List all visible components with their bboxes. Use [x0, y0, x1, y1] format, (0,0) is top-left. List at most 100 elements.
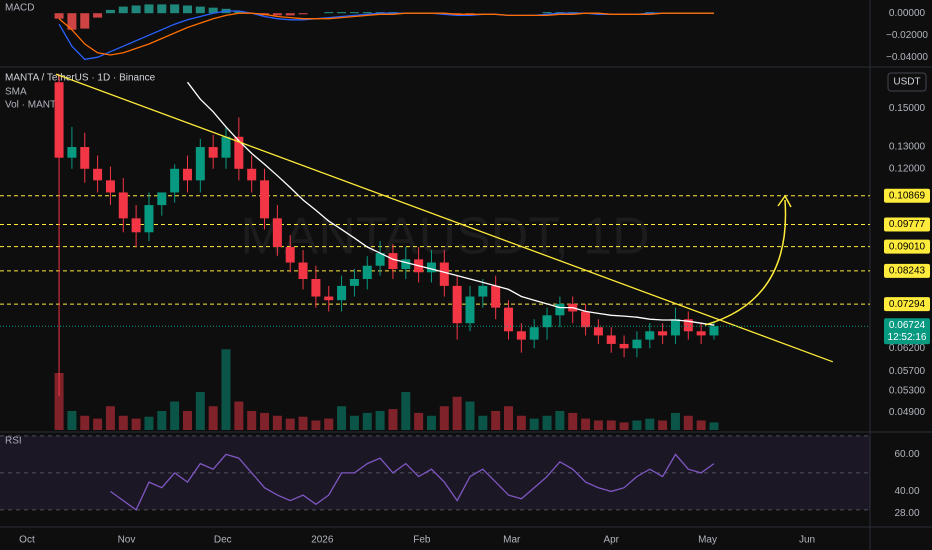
candle-body: [439, 262, 449, 286]
volume-bar: [401, 392, 411, 430]
candle-body: [105, 180, 115, 193]
macd-tick-label: −0.04000: [886, 52, 928, 63]
level-label: 0.10869: [889, 190, 926, 201]
volume-bar: [593, 420, 603, 430]
volume-bar: [208, 406, 218, 430]
volume-bar: [452, 396, 462, 430]
x-tick-label: Feb: [413, 535, 431, 546]
level-label-box: [884, 297, 930, 312]
macd-histogram-bar: [272, 13, 282, 16]
volume-bar: [658, 420, 668, 430]
volume-bar: [247, 411, 257, 430]
level-label-box: [884, 188, 930, 203]
candle-body: [516, 331, 526, 340]
candle-body: [504, 307, 514, 332]
candle-body: [709, 326, 719, 336]
candle-body: [170, 168, 180, 193]
volume-bar: [170, 401, 180, 430]
x-tick-label: Jun: [799, 535, 815, 546]
volume-bar: [709, 422, 719, 430]
macd-histogram-bar: [195, 6, 205, 14]
candle-body: [131, 218, 141, 233]
candle-body: [260, 180, 270, 219]
macd-histogram-bar: [285, 13, 295, 16]
volume-bar: [118, 415, 128, 430]
candle-body: [234, 136, 244, 169]
volume-bar: [131, 418, 141, 430]
candle-body: [375, 253, 385, 266]
level-label-box: [884, 217, 930, 232]
volume-bar: [93, 418, 103, 430]
candle-body: [619, 343, 629, 349]
volume-bar: [324, 418, 334, 430]
y-tick-label: 0.12000: [889, 163, 926, 174]
x-tick-label: May: [698, 535, 717, 546]
volume-bar: [439, 406, 449, 430]
macd-histogram-bar: [298, 13, 308, 15]
volume-bar: [349, 415, 359, 430]
macd-histogram-bar: [93, 13, 103, 18]
candle-body: [645, 331, 655, 340]
y-tick-label: 0.15000: [889, 103, 926, 114]
candle-body: [182, 168, 192, 181]
candle-body: [581, 311, 591, 328]
macd-histogram-bar: [131, 5, 141, 14]
volume-bar: [465, 401, 475, 430]
candle-body: [144, 205, 154, 233]
macd-tick-label: 0.00000: [889, 8, 926, 19]
macd-tick-label: −0.02000: [886, 30, 928, 41]
volume-bar: [555, 411, 565, 430]
volume-bar: [67, 411, 77, 430]
volume-bar: [645, 418, 655, 430]
volume-bar: [80, 415, 90, 430]
volume-bar: [221, 349, 231, 430]
candle-body: [683, 319, 693, 332]
candle-body: [195, 147, 205, 181]
level-label: 0.09010: [889, 241, 926, 252]
currency-button[interactable]: [887, 72, 927, 92]
candle-body: [555, 303, 565, 316]
candle-body: [298, 262, 308, 279]
volume-bar: [285, 418, 295, 430]
macd-histogram-bar: [170, 4, 180, 14]
volume-bar: [311, 420, 321, 430]
sma-line: [186, 81, 715, 326]
candle-body: [696, 331, 706, 336]
macd-histogram-bar: [349, 12, 359, 14]
currency-label[interactable]: USDT: [893, 77, 920, 88]
volume-bar: [581, 418, 591, 430]
candle-body: [157, 192, 167, 206]
candle-body: [324, 296, 334, 301]
candle-body: [670, 319, 680, 336]
candle-body: [208, 147, 218, 158]
volume-label: Vol · MANTA: [5, 100, 62, 111]
x-tick-label: 2026: [311, 535, 334, 546]
volume-bar: [504, 406, 514, 430]
y-tick-label: 0.05300: [889, 386, 926, 397]
volume-bar: [272, 415, 282, 430]
volume-bar: [234, 401, 244, 430]
volume-bar: [362, 412, 372, 430]
candle-body: [478, 285, 488, 297]
volume-bar: [478, 415, 488, 430]
signal-line: [58, 12, 714, 56]
volume-bar: [491, 411, 501, 430]
arrow-head: [777, 194, 792, 208]
x-tick-label: Apr: [603, 535, 619, 546]
y-tick-label: 0.05700: [889, 366, 926, 377]
rsi-tick-label: 60.00: [894, 449, 919, 460]
volume-bar: [606, 420, 616, 430]
y-tick-label: 0.13000: [889, 142, 926, 153]
rsi-tick-label: 40.00: [894, 486, 919, 497]
volume-bar: [670, 412, 680, 430]
volume-bar: [426, 415, 436, 430]
macd-histogram-bar: [80, 13, 90, 29]
x-tick-label: Nov: [118, 535, 136, 546]
candle-body: [93, 168, 103, 181]
volume-bar: [568, 412, 578, 430]
candle-body: [593, 327, 603, 336]
candle-body: [632, 339, 642, 349]
countdown: 12:52:16: [888, 332, 927, 343]
macd-histogram-bar: [542, 12, 552, 14]
